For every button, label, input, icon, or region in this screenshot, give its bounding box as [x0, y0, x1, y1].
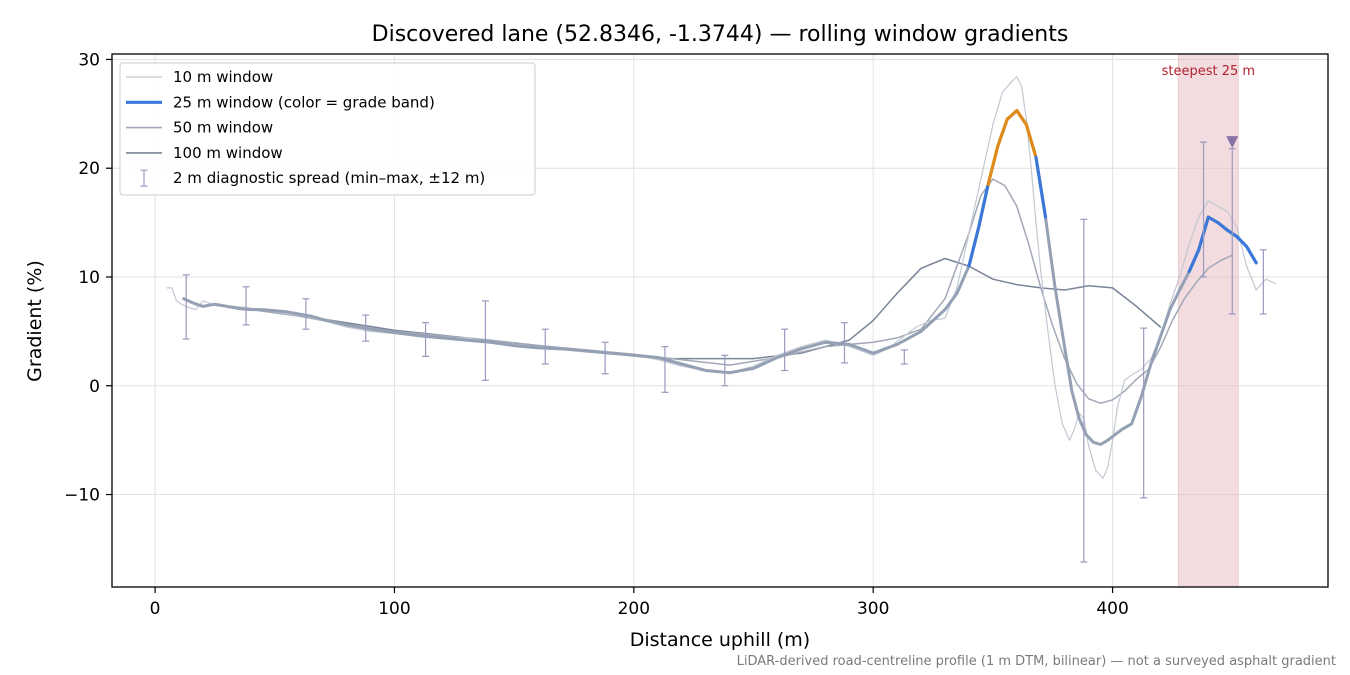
chart-title: Discovered lane (52.8346, -1.3744) — rol… — [372, 22, 1069, 47]
grade-band-segment — [1034, 155, 1048, 219]
y-axis-label: Gradient (%) — [24, 260, 46, 382]
grade-band-segment — [986, 144, 1000, 187]
steepest-segment-highlight: steepest 25 m — [1162, 53, 1255, 588]
legend-label: 25 m window (color = grade band) — [173, 93, 435, 111]
grade-band-segment — [1245, 244, 1258, 265]
grade-band-segment — [1206, 215, 1220, 225]
x-tick-label: 300 — [857, 599, 889, 619]
grade-band-segment — [1216, 221, 1230, 232]
y-tick-label: 20 — [78, 159, 100, 179]
series-line-3 — [274, 257, 1162, 360]
series-line-1 — [182, 109, 1258, 446]
y-tick-label: 0 — [89, 377, 100, 397]
diagnostic-spread-errorbars — [182, 136, 1267, 563]
grade-band-segment — [1015, 108, 1028, 127]
x-axis-label: Distance uphill (m) — [630, 629, 810, 651]
y-axis-ticks: 30 20 10 0 −10 — [64, 50, 112, 506]
highlight-label: steepest 25 m — [1162, 64, 1255, 79]
grade-band-segment — [1235, 235, 1249, 249]
grade-band-segment — [967, 226, 981, 268]
x-tick-label: 100 — [378, 599, 410, 619]
highlight-band — [1177, 53, 1239, 588]
legend-label: 50 m window — [173, 119, 273, 137]
legend-box — [119, 62, 536, 196]
steepest-marker — [1226, 136, 1239, 149]
x-tick-label: 200 — [618, 599, 650, 619]
x-tick-label: 400 — [1096, 599, 1128, 619]
y-tick-label: 30 — [78, 50, 100, 70]
grade-band-segment — [976, 182, 990, 230]
y-tick-label: −10 — [64, 486, 100, 506]
legend-label: 10 m window — [173, 68, 273, 86]
footnote: LiDAR-derived road-centreline profile (1… — [737, 654, 1336, 669]
y-tick-label: 10 — [78, 268, 100, 288]
grade-band-segment — [1024, 123, 1038, 159]
grade-band-segment — [1005, 108, 1019, 121]
series-layer — [166, 76, 1276, 479]
grade-band-segment — [1187, 248, 1201, 274]
plot-frame — [111, 53, 1329, 588]
x-axis-ticks: 0 100 200 300 400 — [150, 587, 1129, 619]
grade-band-segment — [996, 117, 1009, 149]
series-line-2 — [214, 178, 1234, 404]
legend-label: 100 m window — [173, 144, 283, 162]
x-tick-label: 0 — [150, 599, 161, 619]
legend: 10 m window 25 m window (color = grade ba… — [119, 62, 536, 196]
legend-label: 2 m diagnostic spread (min–max, ±12 m) — [173, 169, 485, 187]
